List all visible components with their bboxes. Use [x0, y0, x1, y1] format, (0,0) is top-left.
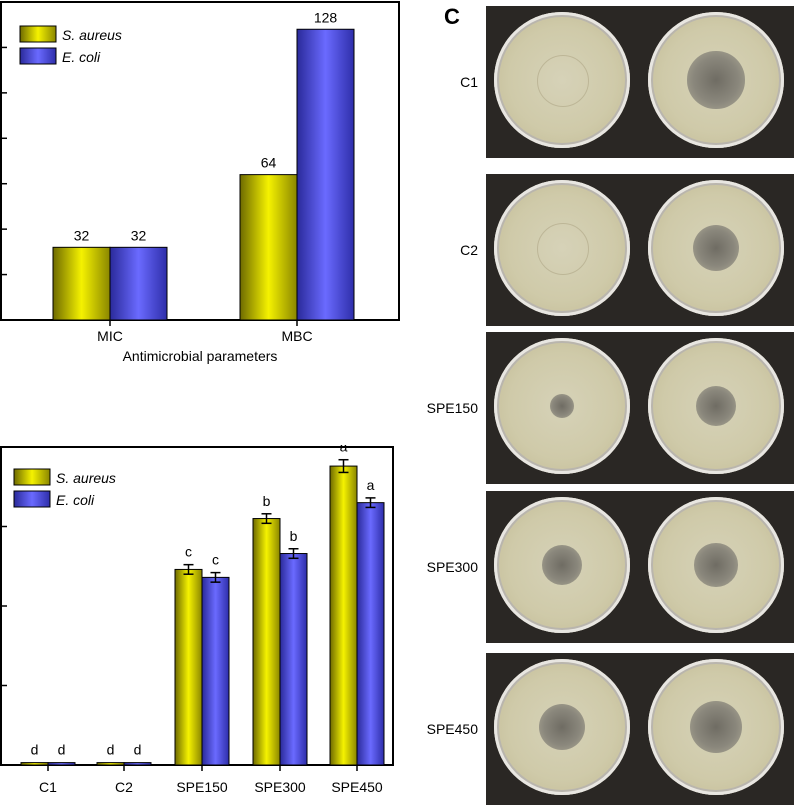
agar-plate-photo — [640, 174, 794, 326]
inhibition-zone — [541, 544, 583, 586]
plate-row-label: SPE450 — [426, 721, 478, 737]
legend-swatch-e-coli — [19, 47, 57, 65]
inhibition-zone — [549, 393, 575, 419]
agar-plate-photo — [486, 174, 640, 326]
bar-mic-s-aureus — [52, 246, 111, 321]
bar-mic-e-coli — [109, 246, 168, 321]
significance-letter: b — [263, 493, 271, 509]
x-tick-label: MBC — [281, 328, 312, 344]
bar-spe150-e-coli — [201, 576, 230, 766]
x-tick-label: SPE450 — [331, 779, 383, 795]
bar-mbc-s-aureus — [239, 174, 298, 321]
plate-row-label: SPE150 — [426, 400, 478, 416]
significance-letter: d — [58, 742, 66, 758]
agar-plate-photo — [640, 653, 794, 805]
inhibition-zone — [687, 51, 745, 109]
legend-label-e-coli: E. coli — [56, 492, 95, 508]
plate-row-label: SPE300 — [426, 559, 478, 575]
legend-swatch-e-coli — [13, 490, 51, 508]
bar-c2-s-aureus — [96, 762, 125, 766]
well-mark — [537, 55, 589, 107]
significance-letter: a — [367, 477, 375, 493]
inhibition-zone — [692, 224, 740, 272]
inhibition-zone-chart: d d d d c c b b a a C1 C2 SPE150 SPE300 SPE450 S. aur… — [0, 445, 394, 795]
bar-spe450-e-coli — [356, 502, 385, 766]
x-tick-label: SPE150 — [176, 779, 228, 795]
x-tick-label: C2 — [115, 779, 133, 795]
significance-letter: c — [212, 552, 219, 568]
plate-row-label: C1 — [460, 74, 478, 90]
agar-plate-photo — [640, 332, 794, 484]
significance-letter: d — [107, 742, 115, 758]
legend: S. aureus E. coli — [19, 25, 122, 65]
x-axis-label: Antimicrobial parameters — [123, 348, 278, 364]
inhibition-zone — [695, 385, 737, 427]
inhibition-zone — [538, 703, 586, 751]
agar-plate-photo — [486, 332, 640, 484]
x-tick-label: C1 — [39, 779, 57, 795]
significance-letter: a — [340, 445, 348, 455]
x-tick-label: SPE300 — [254, 779, 306, 795]
agar-plate-photo — [640, 6, 794, 158]
significance-letter: c — [185, 544, 192, 560]
x-tick-label: MIC — [97, 328, 123, 344]
well-mark — [537, 223, 589, 275]
bar-spe300-s-aureus — [252, 518, 281, 766]
agar-plate-photo — [640, 491, 794, 643]
data-label: 32 — [131, 227, 147, 243]
antimicrobial-parameters-chart: 32 32 64 128 MIC MBC Antimicrobial parameter… — [0, 1, 400, 364]
bar-c2-e-coli — [123, 762, 152, 766]
plot-frame — [0, 1, 400, 321]
data-label: 128 — [314, 9, 338, 25]
inhibition-zone — [694, 543, 738, 587]
significance-letter: d — [31, 742, 39, 758]
legend-swatch-s-aureus — [19, 25, 57, 43]
bar-mbc-e-coli — [296, 28, 355, 321]
legend-label-s-aureus: S. aureus — [56, 470, 116, 486]
inhibition-zone — [690, 701, 742, 753]
data-label: 32 — [74, 227, 90, 243]
significance-letter: b — [290, 528, 298, 544]
plate-row-label: C2 — [460, 242, 478, 258]
legend-swatch-s-aureus — [13, 468, 51, 486]
legend-label-s-aureus: S. aureus — [62, 27, 122, 43]
bar-c1-e-coli — [47, 762, 76, 766]
legend-label-e-coli: E. coli — [62, 49, 101, 65]
bar-c1-s-aureus — [20, 762, 49, 766]
panel-letter: C — [444, 4, 460, 29]
data-label: 64 — [261, 155, 277, 171]
significance-letter: d — [134, 742, 142, 758]
bar-spe450-s-aureus — [329, 465, 358, 766]
bar-spe300-e-coli — [279, 553, 308, 766]
agar-plate-photo — [486, 491, 640, 643]
agar-plate-photo — [486, 653, 640, 805]
agar-plate-photo — [486, 6, 640, 158]
bar-spe150-s-aureus — [174, 568, 203, 766]
legend: S. aureus E. coli — [13, 468, 116, 508]
